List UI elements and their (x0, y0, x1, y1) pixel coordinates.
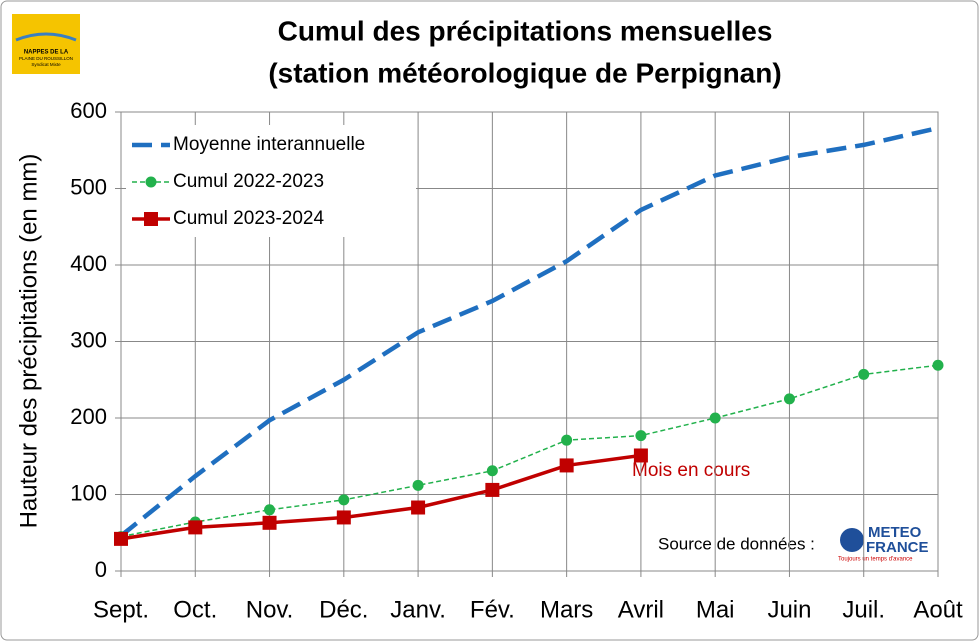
point (412, 479, 424, 491)
legend-label: Cumul 2023-2024 (173, 208, 324, 229)
legend-label: Cumul 2022-2023 (173, 171, 324, 192)
y-tick-label: 200 (70, 404, 107, 429)
point (114, 531, 128, 546)
nappes-logo: NAPPES DE LA PLAINE DU ROUSSILLON Syndic… (12, 14, 80, 74)
point (559, 458, 574, 473)
series-line (119, 125, 939, 538)
x-tick-label: Juil. (842, 596, 885, 623)
annotation: Mois en cours (632, 460, 750, 481)
point (411, 500, 426, 515)
plot-border (120, 111, 939, 572)
x-tick-label: Déc. (319, 596, 368, 623)
y-tick-label: 600 (70, 98, 107, 123)
logo-text: FRANCE (866, 539, 929, 556)
point (264, 504, 276, 516)
legend-marker (144, 212, 158, 226)
point (783, 393, 795, 405)
x-tick-label: Juin (767, 596, 811, 623)
point (635, 430, 647, 442)
y-tick-label: 300 (70, 327, 107, 352)
series-line (120, 364, 939, 538)
legend-label: Moyenne interannuelle (173, 134, 365, 155)
y-tick-label: 400 (70, 251, 107, 276)
logo-globe (840, 528, 864, 552)
series-line (120, 453, 642, 541)
y-tick-label: 0 (95, 557, 107, 582)
legend-marker (145, 176, 157, 188)
x-tick-label: Nov. (246, 596, 294, 623)
logo-text: NAPPES DE LA (24, 50, 69, 56)
point (561, 434, 573, 446)
logo-text: Syndicat Mixte (31, 62, 61, 67)
y-axis-label: Hauteur des précipitations (en mm) (15, 154, 42, 529)
legend-bg (126, 125, 416, 237)
chart-title: Cumul des précipitations mensuelles (278, 15, 773, 46)
meteo-logo: METEO FRANCE Toujours un temps d'avance (838, 524, 929, 563)
point (188, 520, 203, 535)
x-tick-label: Mai (696, 596, 735, 623)
x-tick-label: Sept. (93, 596, 149, 623)
point (633, 448, 648, 463)
source-label: Source de données : (658, 534, 815, 553)
x-tick-label: Août (913, 596, 963, 623)
point (485, 482, 500, 497)
point (858, 368, 870, 380)
point (338, 494, 350, 506)
logo-text: PLAINE DU ROUSSILLON (19, 56, 73, 61)
logo-bg (12, 14, 80, 74)
x-tick-label: Oct. (173, 596, 217, 623)
x-tick-label: Avril (618, 596, 664, 623)
y-tick-label: 500 (70, 174, 107, 199)
point (932, 359, 944, 371)
logo-text: Toujours un temps d'avance (838, 557, 913, 563)
y-tick-label: 100 (70, 480, 107, 505)
point (336, 510, 351, 525)
point (486, 465, 498, 477)
point (709, 412, 721, 424)
chart-subtitle: (station météorologique de Perpignan) (268, 57, 781, 88)
logo-text: METEO (868, 524, 922, 541)
legend: Moyenne interannuelle Cumul 2022-2023 Cumu… (126, 125, 416, 237)
point (262, 515, 277, 530)
x-tick-label: Fév. (470, 596, 515, 623)
x-tick-label: Mars (540, 596, 593, 623)
x-tick-label: Janv. (390, 596, 446, 623)
logo-wave (15, 32, 77, 42)
